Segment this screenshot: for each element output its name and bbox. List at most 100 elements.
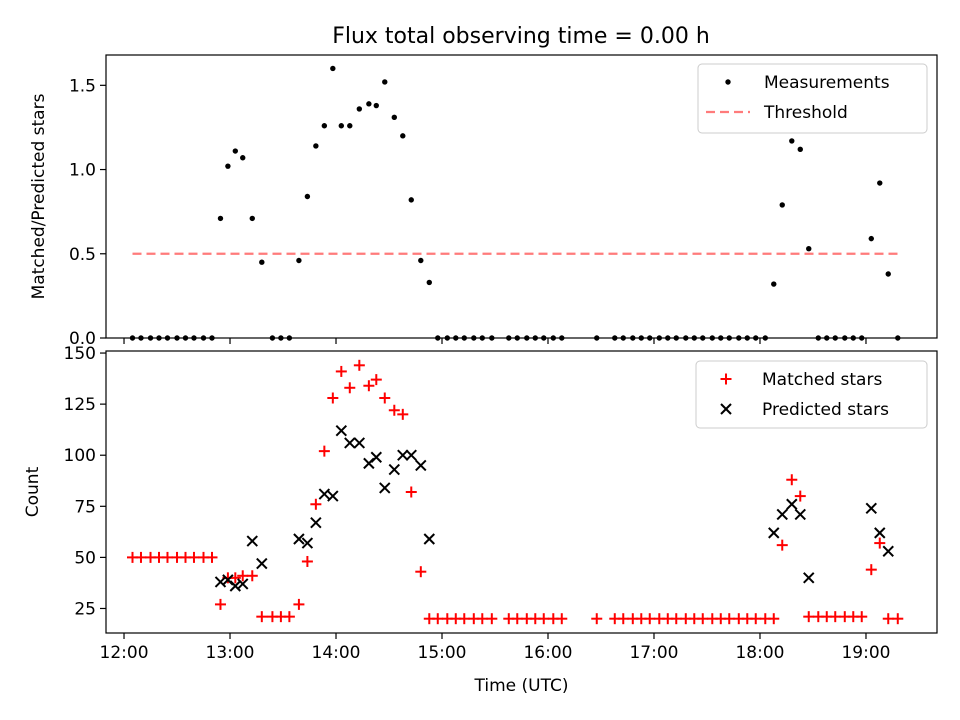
- bottom-y-axis: 25 50 75 100 125 150: [64, 344, 106, 619]
- predicted-star-marker: [353, 437, 366, 449]
- marker-stroke: [776, 508, 788, 521]
- predicted-star-marker: [293, 533, 305, 545]
- marker-stroke: [768, 527, 780, 539]
- measurement-point: [217, 215, 224, 222]
- measurement-point: [868, 235, 874, 242]
- legend-plus-symbol: [720, 373, 732, 385]
- matched-star-marker: [388, 404, 400, 416]
- legend-box: [695, 360, 928, 429]
- matched-star-marker: [188, 551, 200, 563]
- marker-stroke: [318, 488, 331, 500]
- matched-star-marker: [318, 445, 330, 457]
- matched-star-marker: [892, 613, 904, 625]
- predicted-star-marker: [397, 449, 409, 461]
- legend-box: [697, 63, 928, 134]
- matched-star-marker: [750, 613, 762, 625]
- predicted-star-marker: [327, 490, 339, 502]
- matched-star-marker: [229, 572, 241, 584]
- predicted-star-marker: [301, 537, 314, 549]
- matched-star-marker: [856, 611, 868, 623]
- predicted-star-marker: [786, 498, 798, 510]
- matched-star-marker: [538, 613, 550, 625]
- matched-star-marker: [865, 564, 877, 576]
- y-tick-label: 50: [74, 548, 96, 568]
- legend-x-symbol: [720, 403, 732, 415]
- x-tick-label: 18:00: [735, 643, 784, 663]
- marker-stroke: [229, 580, 242, 592]
- measurement-point: [338, 123, 345, 129]
- measurement-point: [259, 259, 265, 265]
- marker-stroke: [293, 533, 305, 545]
- predicted-star-marker: [776, 508, 788, 521]
- y-tick-label: 1.5: [69, 76, 96, 96]
- matched-star-marker: [486, 613, 498, 625]
- marker-stroke: [310, 516, 322, 529]
- x-tick-label: 19:00: [841, 643, 890, 663]
- predicted-star-marker: [882, 545, 894, 557]
- measurement-point: [877, 180, 883, 186]
- predicted-star-marker: [237, 578, 249, 590]
- x-tick-label: 12:00: [100, 643, 149, 663]
- matched-star-marker: [335, 365, 347, 377]
- bottom-x-axis: 12:00 13:00 14:00 15:00 16:00 17:00 18:00 19:00: [100, 633, 890, 663]
- predicted-star-marker: [423, 533, 435, 545]
- marker-stroke: [415, 459, 427, 472]
- measurement-point: [373, 102, 379, 109]
- marker-stroke: [214, 576, 227, 588]
- bottom-panel: 25 50 75 100 125 150 12:00 13:00 14:00 15:00 16:0…: [23, 344, 938, 696]
- predicted-star-marker: [246, 535, 258, 547]
- matched-star-marker: [644, 613, 656, 625]
- matched-star-marker: [246, 570, 258, 582]
- marker-stroke: [794, 508, 806, 521]
- measurement-point: [771, 281, 777, 287]
- marker-stroke: [397, 449, 409, 461]
- x-tick-label: 15:00: [418, 643, 467, 663]
- matched-star-marker: [310, 498, 322, 510]
- matched-star-marker: [283, 611, 295, 623]
- measurement-point: [779, 202, 785, 208]
- measurement-point: [806, 246, 812, 252]
- marker-stroke: [237, 578, 249, 590]
- y-tick-label: 1.0: [69, 161, 96, 181]
- legend-dot-symbol: [725, 79, 731, 85]
- bottom-legend: Matched stars Predicted stars: [695, 360, 928, 429]
- marker-stroke: [246, 535, 258, 547]
- measurement-point: [885, 271, 891, 277]
- matched-star-marker: [874, 537, 886, 549]
- matched-star-marker: [293, 598, 305, 610]
- x-tick-label: 17:00: [629, 643, 678, 663]
- matched-star-marker: [776, 539, 788, 551]
- predicted-star-marker: [768, 527, 780, 539]
- y-tick-label: 25: [74, 599, 96, 619]
- measurement-point: [789, 138, 795, 144]
- measurement-point: [249, 215, 255, 222]
- matched-star-marker: [432, 613, 444, 625]
- measurement-point: [797, 146, 803, 153]
- matched-star-marker: [353, 359, 365, 371]
- predicted-star-marker: [388, 463, 401, 476]
- matched-star-marker: [206, 551, 218, 563]
- measurement-point: [391, 114, 398, 121]
- legend-label: Predicted stars: [762, 400, 889, 420]
- marker-stroke: [327, 490, 339, 502]
- marker-stroke: [882, 545, 894, 557]
- predicted-star-marker: [310, 516, 322, 529]
- top-y-axis: 0.0 0.5 1.0 1.5: [69, 76, 106, 349]
- predicted-star-marker: [794, 508, 806, 521]
- measurement-point: [240, 155, 246, 161]
- top-y-axis-label: Matched/Predicted stars: [29, 93, 49, 299]
- matched-star-marker: [511, 613, 523, 625]
- measurement-point: [296, 257, 302, 264]
- y-tick-label: 75: [74, 497, 96, 517]
- measurement-point: [408, 197, 414, 203]
- matched-star-marker: [256, 611, 268, 623]
- matched-star-marker: [214, 598, 226, 610]
- matched-star-marker: [370, 374, 382, 386]
- matched-star-marker: [363, 380, 375, 392]
- matched-star-marker: [556, 613, 568, 625]
- measurement-point: [232, 148, 239, 154]
- matched-star-marker: [405, 486, 417, 498]
- marker-stroke: [874, 527, 886, 539]
- predicted-star-marker: [335, 424, 348, 437]
